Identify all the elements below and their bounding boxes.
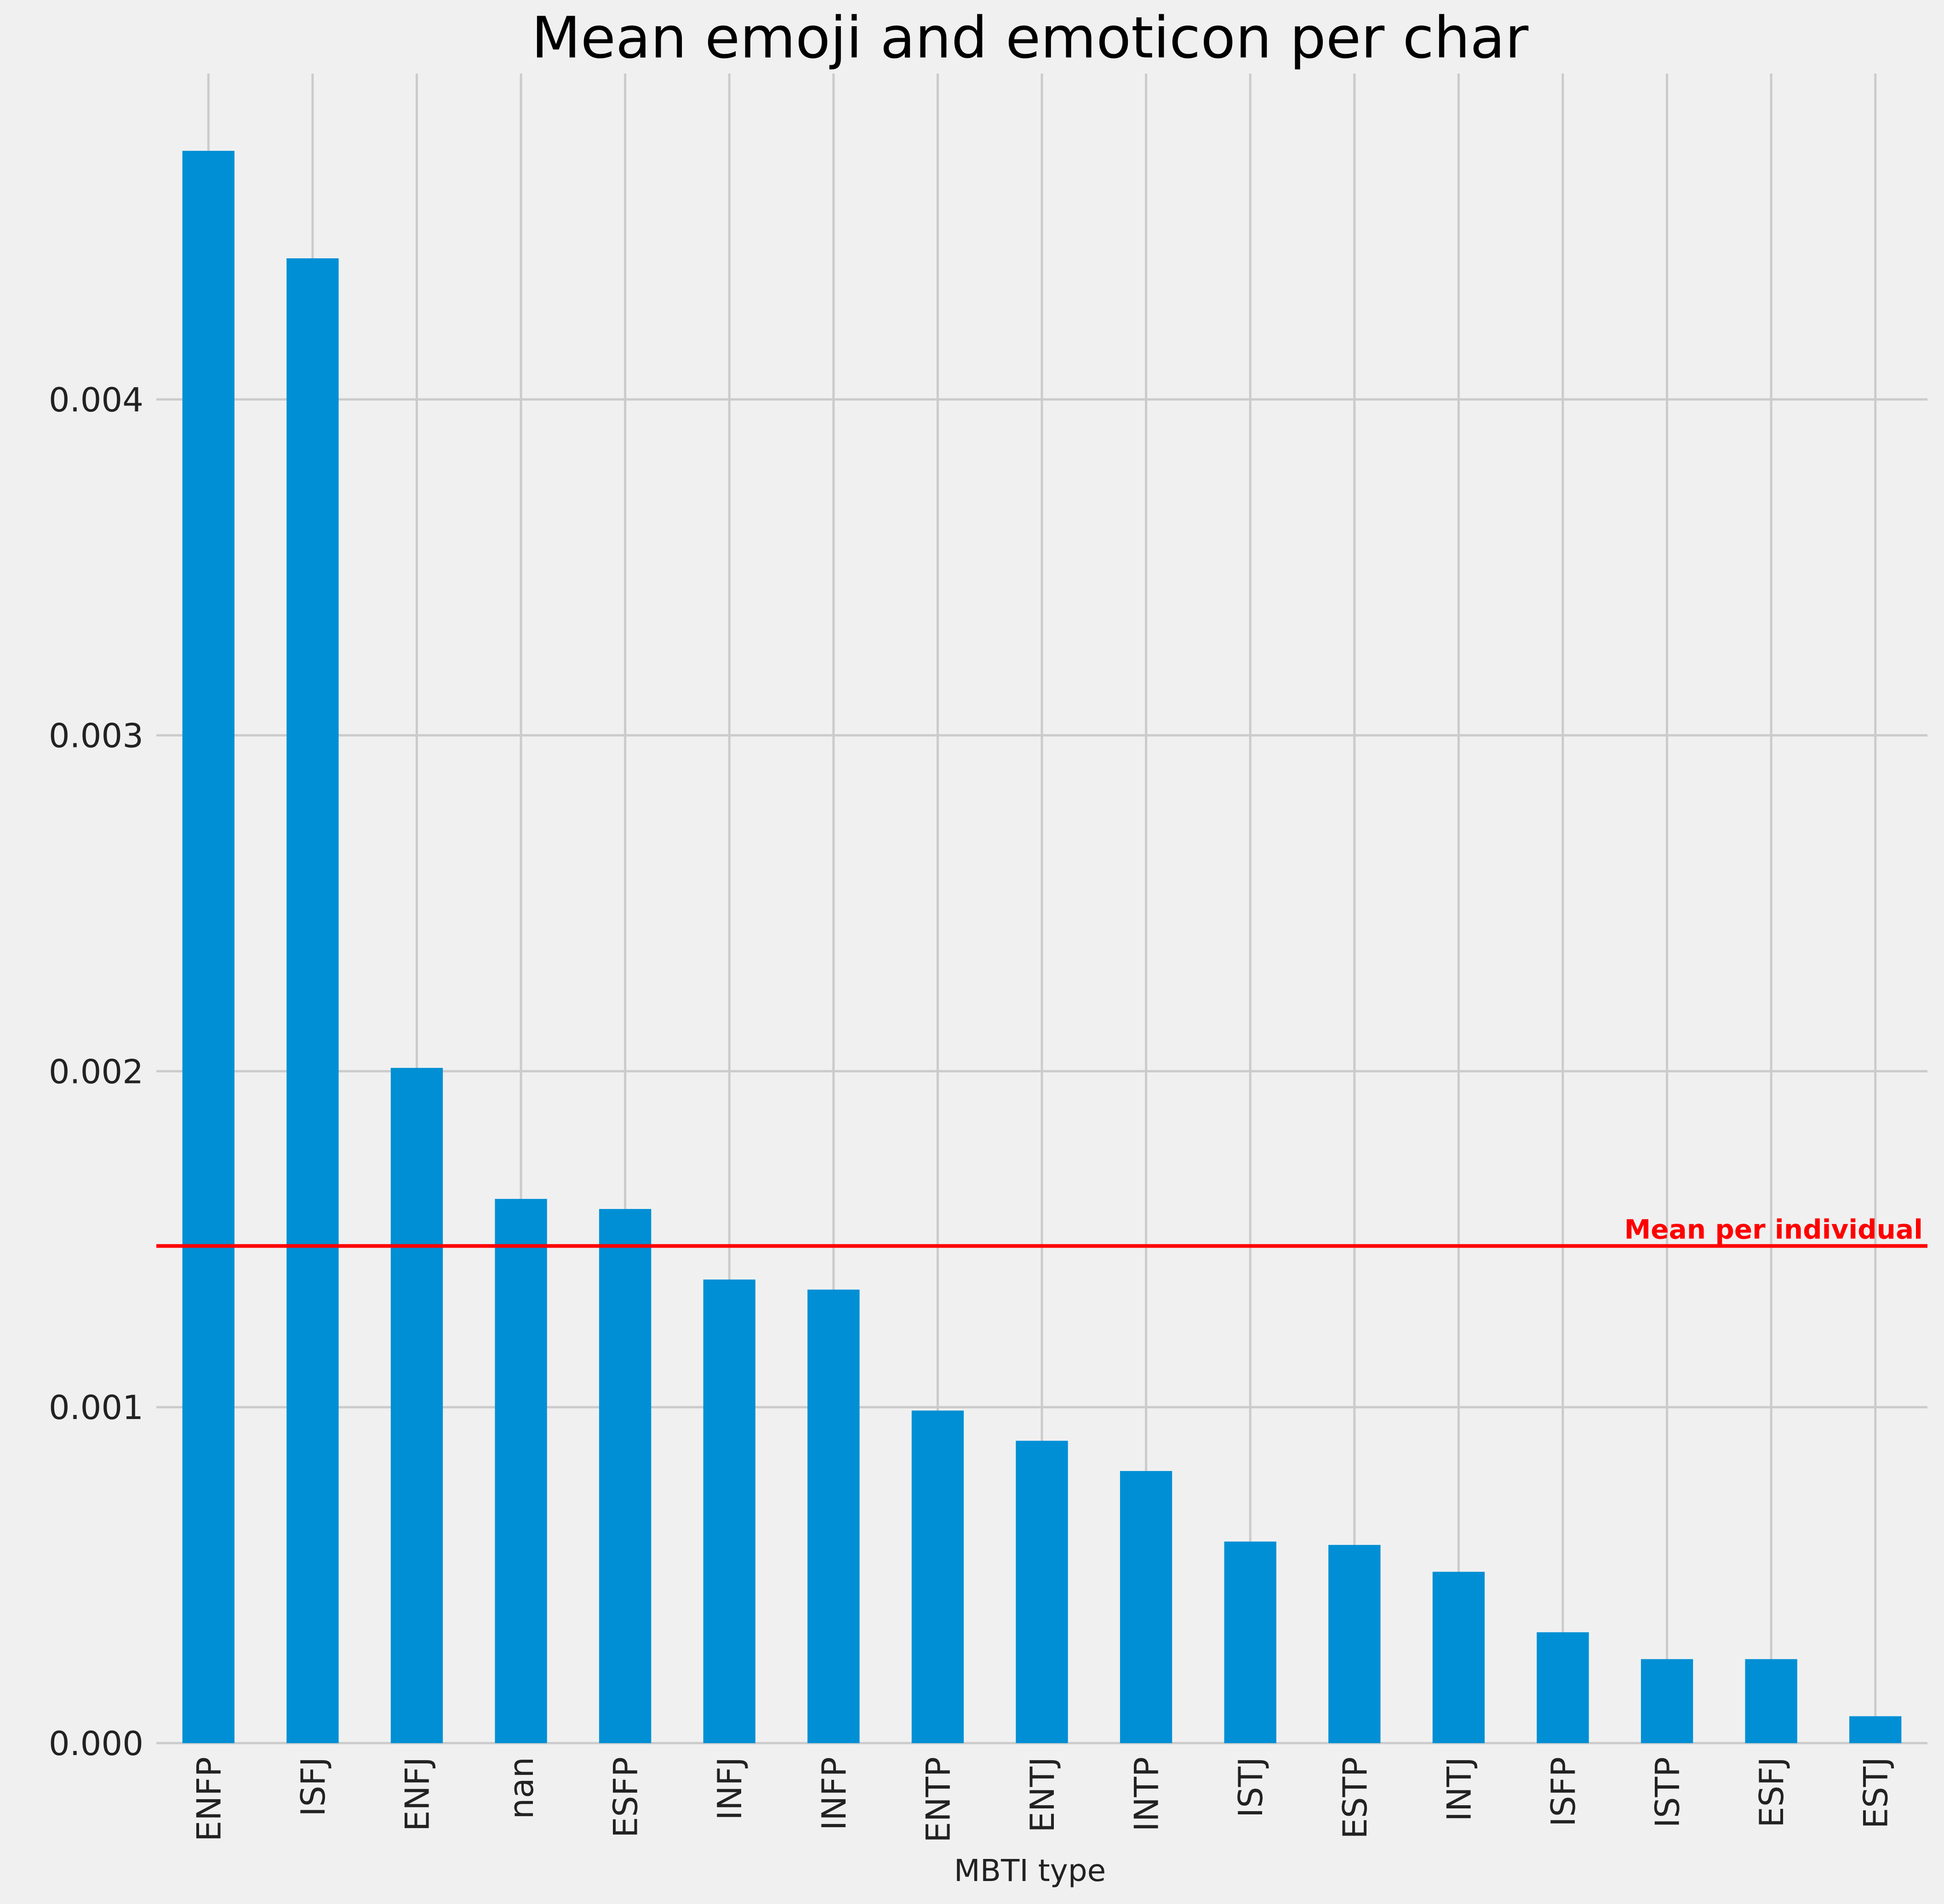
bar-infp [807,1289,860,1743]
bar-infj [703,1279,755,1743]
reference-line-group: Mean per individual [156,1214,1927,1248]
x-tick-label: ESTP [1336,1757,1374,1839]
bar-isfp [1537,1632,1589,1743]
bars [182,151,1902,1743]
y-tick-label: 0.003 [49,717,143,755]
x-tick-label: ENTP [919,1757,957,1843]
bar-esfp [599,1209,652,1743]
y-axis-ticks: 0.000 0.001 0.002 0.003 0.004 [49,381,143,1763]
x-axis-ticks: ENFP ISFJ ENFJ nan ESFP INFJ INFP ENTP ENTJ INTP I… [189,1757,1895,1843]
x-tick-label: ISFJ [294,1757,332,1817]
x-tick-label: ISFP [1544,1757,1583,1827]
x-tick-label: ESFP [606,1757,645,1838]
x-tick-label: ENFJ [398,1757,436,1831]
x-tick-label: ENFP [189,1757,228,1841]
x-tick-label: INFJ [710,1757,749,1820]
y-tick-label: 0.002 [49,1052,143,1091]
bar-estj [1849,1716,1902,1743]
bar-enfj [390,1068,443,1743]
bar-estp [1328,1545,1381,1743]
bar-isfj [286,258,339,1743]
bar-nan [495,1199,547,1743]
bar-istj [1224,1541,1276,1743]
chart-title: Mean emoji and emoticon per char [532,5,1528,71]
bar-istp [1641,1659,1693,1743]
x-tick-label: ISTP [1648,1757,1687,1828]
x-tick-label: nan [502,1757,541,1819]
mean-reference-label: Mean per individual [1624,1214,1923,1245]
x-axis-label: MBTI type [954,1853,1106,1888]
y-tick-label: 0.001 [49,1388,143,1427]
x-tick-label: INTJ [1440,1757,1478,1821]
bar-enfp [182,151,234,1743]
x-tick-label: ESTJ [1857,1757,1895,1829]
bar-entp [911,1410,964,1743]
x-tick-label: ESFJ [1752,1757,1791,1828]
x-tick-label: ISTJ [1231,1757,1270,1818]
bar-intp [1120,1471,1172,1743]
y-tick-label: 0.000 [49,1724,143,1763]
x-tick-label: INFP [815,1757,853,1830]
bar-esfj [1745,1659,1797,1743]
bar-entj [1016,1441,1068,1743]
x-tick-label: ENTJ [1023,1757,1062,1833]
bar-intj [1432,1572,1485,1743]
x-tick-label: INTP [1127,1757,1166,1832]
y-tick-label: 0.004 [49,381,143,419]
